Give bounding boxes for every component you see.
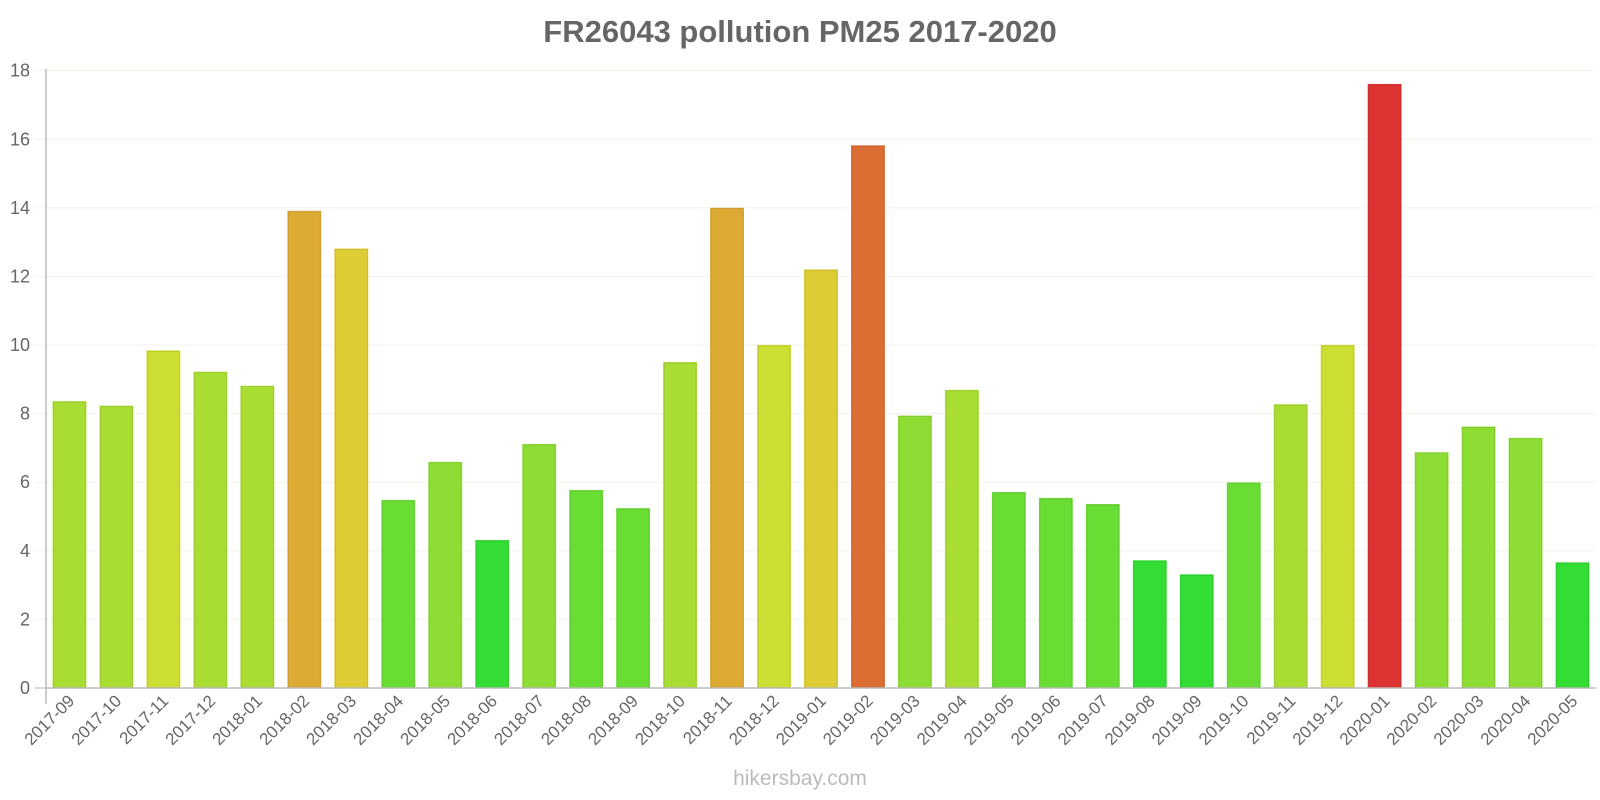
bar-2019-12[interactable] [1320,344,1355,689]
x-tick-label: 2018-03 [303,691,361,749]
bar-2019-09[interactable] [1179,574,1214,689]
bar-2017-11[interactable] [146,350,181,689]
bar-2018-06[interactable] [475,540,510,689]
x-tick-label: 2019-04 [913,691,971,749]
x-tick-label: 2020-04 [1477,691,1535,749]
bar-2019-01[interactable] [804,269,838,689]
bar-2018-10[interactable] [663,362,698,689]
bar-2017-12[interactable] [193,371,228,689]
x-tick-label: 2018-10 [631,691,689,749]
x-tick-label: 2020-02 [1383,691,1441,749]
x-tick-label: 2019-05 [960,691,1018,749]
bar-2019-06[interactable] [1038,497,1073,689]
x-tick-label: 2019-08 [1101,691,1159,749]
bar-2019-07[interactable] [1085,504,1120,689]
x-tick-label: 2019-10 [1195,691,1253,749]
x-tick-label: 2018-06 [443,691,501,749]
x-tick-label: 2018-08 [537,691,595,749]
bar-2019-11[interactable] [1273,404,1308,689]
x-tick-label: 2019-12 [1289,691,1347,749]
y-tick-label: 4 [20,541,30,561]
bar-2018-01[interactable] [240,385,275,689]
bar-2019-05[interactable] [991,492,1026,689]
x-tick-label: 2020-05 [1524,691,1582,749]
y-tick-label: 8 [20,404,30,424]
bar-2019-02[interactable] [851,145,885,689]
bar-2020-05[interactable] [1555,562,1590,689]
bar-2017-10[interactable] [99,405,134,689]
bar-2018-04[interactable] [381,499,416,689]
x-tick-label: 2018-11 [679,691,736,748]
bar-2018-03[interactable] [334,248,369,689]
x-tick-label: 2020-03 [1430,691,1488,749]
y-axis: 0 2 4 6 8 10 12 14 16 18 [10,61,47,704]
x-tick-label: 2017-11 [116,691,173,748]
bar-2020-04[interactable] [1508,437,1543,689]
x-tick-label: 2018-09 [584,691,642,749]
bar-2018-11[interactable] [710,207,745,689]
bars [52,83,1590,689]
x-tick-label: 2018-05 [397,691,455,749]
bar-2020-03[interactable] [1461,426,1496,689]
bar-2020-02[interactable] [1414,452,1449,689]
x-tick-label: 2018-12 [725,691,783,749]
watermark: hikersbay.com [733,767,867,790]
x-tick-label: 2017-09 [21,691,79,749]
x-tick-label: 2019-06 [1007,691,1065,749]
bar-2018-07[interactable] [522,444,557,689]
bar-2018-02[interactable] [287,210,322,689]
x-tick-label: 2018-02 [256,691,314,749]
x-tick-label: 2019-03 [866,691,924,749]
x-tick-label: 2019-01 [772,691,830,749]
bar-2017-09[interactable] [52,401,87,689]
x-axis: 2017-092017-102017-112017-122018-012018-… [21,687,1596,749]
x-tick-label: 2017-12 [162,691,220,749]
x-tick-label: 2018-07 [490,691,548,749]
y-tick-label: 14 [10,198,30,218]
bar-2019-08[interactable] [1132,560,1167,689]
y-tick-label: 6 [20,472,30,492]
bar-2019-04[interactable] [944,389,979,689]
x-tick-label: 2017-10 [68,691,126,749]
y-tick-label: 0 [20,678,30,698]
x-tick-label: 2019-02 [819,691,877,749]
x-tick-label: 2018-01 [209,691,267,749]
y-tick-label: 18 [10,61,30,81]
x-tick-label: 2019-07 [1054,691,1112,749]
bar-2018-05[interactable] [428,461,463,689]
bar-2018-12[interactable] [757,344,791,689]
x-tick-label: 2019-11 [1243,691,1300,748]
y-tick-label: 2 [20,609,30,629]
y-tick-label: 16 [10,129,30,149]
bar-2019-03[interactable] [898,415,932,689]
bar-2019-10[interactable] [1226,482,1261,689]
bar-2018-09[interactable] [616,508,651,689]
bar-2020-01[interactable] [1367,83,1402,689]
y-tick-label: 12 [10,266,30,286]
chart-title: FR26043 pollution PM25 2017-2020 [543,14,1057,49]
x-tick-label: 2018-04 [350,691,408,749]
y-tick-label: 10 [10,335,30,355]
x-tick-label: 2020-01 [1336,691,1394,749]
bar-2018-08[interactable] [569,489,604,689]
x-tick-label: 2019-09 [1148,691,1206,749]
